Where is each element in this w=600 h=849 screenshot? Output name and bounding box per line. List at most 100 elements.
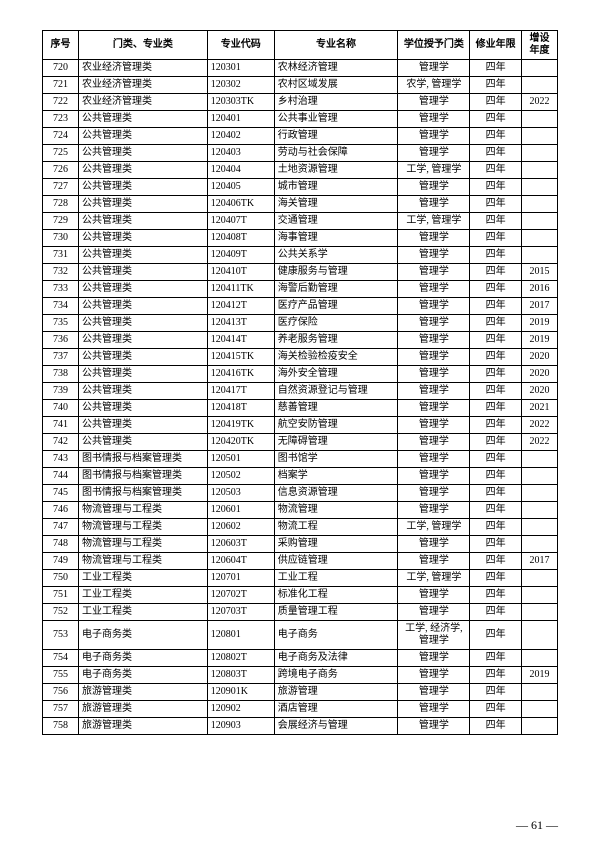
table-cell: 2016	[521, 281, 557, 298]
table-cell: 管理学	[398, 332, 470, 349]
table-cell: 739	[43, 383, 79, 400]
table-cell: 746	[43, 502, 79, 519]
table-cell	[521, 230, 557, 247]
table-cell: 120601	[207, 502, 274, 519]
table-cell: 四年	[470, 366, 522, 383]
table-cell: 管理学	[398, 94, 470, 111]
table-cell: 公共管理类	[79, 230, 208, 247]
table-cell: 劳动与社会保障	[274, 145, 398, 162]
table-cell: 120410T	[207, 264, 274, 281]
table-cell: 管理学	[398, 366, 470, 383]
table-cell: 管理学	[398, 196, 470, 213]
table-cell: 729	[43, 213, 79, 230]
table-row: 758旅游管理类120903会展经济与管理管理学四年	[43, 718, 558, 735]
table-cell: 公共管理类	[79, 264, 208, 281]
table-cell: 四年	[470, 553, 522, 570]
table-cell: 公共管理类	[79, 281, 208, 298]
table-cell: 四年	[470, 128, 522, 145]
table-cell: 741	[43, 417, 79, 434]
table-cell: 图书馆学	[274, 451, 398, 468]
table-cell: 750	[43, 570, 79, 587]
table-cell	[521, 196, 557, 213]
table-cell: 四年	[470, 60, 522, 77]
table-cell: 732	[43, 264, 79, 281]
table-cell	[521, 451, 557, 468]
table-cell: 120301	[207, 60, 274, 77]
table-cell: 120415TK	[207, 349, 274, 366]
table-cell: 管理学	[398, 701, 470, 718]
table-cell: 农业经济管理类	[79, 60, 208, 77]
table-cell	[521, 128, 557, 145]
col-header-cat: 门类、专业类	[79, 31, 208, 60]
table-cell: 管理学	[398, 128, 470, 145]
table-cell: 海关管理	[274, 196, 398, 213]
table-cell: 120501	[207, 451, 274, 468]
table-header: 序号 门类、专业类 专业代码 专业名称 学位授予门类 修业年限 增设年度	[43, 31, 558, 60]
table-cell: 公共管理类	[79, 213, 208, 230]
table-cell: 工学, 管理学	[398, 570, 470, 587]
table-cell: 管理学	[398, 247, 470, 264]
table-row: 756旅游管理类120901K旅游管理管理学四年	[43, 684, 558, 701]
table-cell: 四年	[470, 434, 522, 451]
table-row: 748物流管理与工程类120603T采购管理管理学四年	[43, 536, 558, 553]
table-cell: 医疗保险	[274, 315, 398, 332]
table-cell: 743	[43, 451, 79, 468]
table-cell	[521, 179, 557, 196]
table-cell: 管理学	[398, 281, 470, 298]
table-cell: 2022	[521, 417, 557, 434]
table-cell: 慈善管理	[274, 400, 398, 417]
table-row: 753电子商务类120801电子商务工学, 经济学, 管理学四年	[43, 621, 558, 650]
table-cell: 四年	[470, 247, 522, 264]
table-cell: 120406TK	[207, 196, 274, 213]
table-cell: 四年	[470, 701, 522, 718]
table-row: 746物流管理与工程类120601物流管理管理学四年	[43, 502, 558, 519]
table-cell: 供应链管理	[274, 553, 398, 570]
table-cell: 2019	[521, 667, 557, 684]
table-cell: 公共管理类	[79, 332, 208, 349]
table-cell: 735	[43, 315, 79, 332]
table-cell: 管理学	[398, 451, 470, 468]
table-cell: 物流管理与工程类	[79, 519, 208, 536]
table-cell	[521, 536, 557, 553]
table-cell	[521, 502, 557, 519]
table-cell: 四年	[470, 94, 522, 111]
table-row: 757旅游管理类120902酒店管理管理学四年	[43, 701, 558, 718]
table-body: 720农业经济管理类120301农林经济管理管理学四年721农业经济管理类120…	[43, 60, 558, 735]
table-row: 736公共管理类120414T养老服务管理管理学四年2019	[43, 332, 558, 349]
table-cell: 工学, 管理学	[398, 519, 470, 536]
table-cell: 747	[43, 519, 79, 536]
table-cell: 公共管理类	[79, 179, 208, 196]
table-cell: 物流管理与工程类	[79, 502, 208, 519]
table-cell: 电子商务类	[79, 650, 208, 667]
table-cell: 四年	[470, 196, 522, 213]
table-cell: 120405	[207, 179, 274, 196]
table-cell: 120901K	[207, 684, 274, 701]
table-cell: 工学, 经济学, 管理学	[398, 621, 470, 650]
table-cell: 四年	[470, 417, 522, 434]
table-cell: 120409T	[207, 247, 274, 264]
table-cell: 745	[43, 485, 79, 502]
table-cell: 行政管理	[274, 128, 398, 145]
table-cell: 749	[43, 553, 79, 570]
table-cell: 120801	[207, 621, 274, 650]
table-cell: 公共关系学	[274, 247, 398, 264]
table-cell: 四年	[470, 383, 522, 400]
table-cell: 管理学	[398, 315, 470, 332]
table-cell: 755	[43, 667, 79, 684]
table-cell: 管理学	[398, 145, 470, 162]
table-cell: 公共管理类	[79, 417, 208, 434]
table-row: 722农业经济管理类120303TK乡村治理管理学四年2022	[43, 94, 558, 111]
table-cell: 120419TK	[207, 417, 274, 434]
table-cell	[521, 718, 557, 735]
table-cell: 120412T	[207, 298, 274, 315]
table-cell: 120404	[207, 162, 274, 179]
table-cell: 管理学	[398, 179, 470, 196]
table-cell: 航空安防管理	[274, 417, 398, 434]
table-cell: 旅游管理类	[79, 684, 208, 701]
table-cell: 四年	[470, 587, 522, 604]
table-row: 728公共管理类120406TK海关管理管理学四年	[43, 196, 558, 213]
table-cell: 公共管理类	[79, 434, 208, 451]
table-row: 724公共管理类120402行政管理管理学四年	[43, 128, 558, 145]
table-cell: 754	[43, 650, 79, 667]
table-cell	[521, 684, 557, 701]
